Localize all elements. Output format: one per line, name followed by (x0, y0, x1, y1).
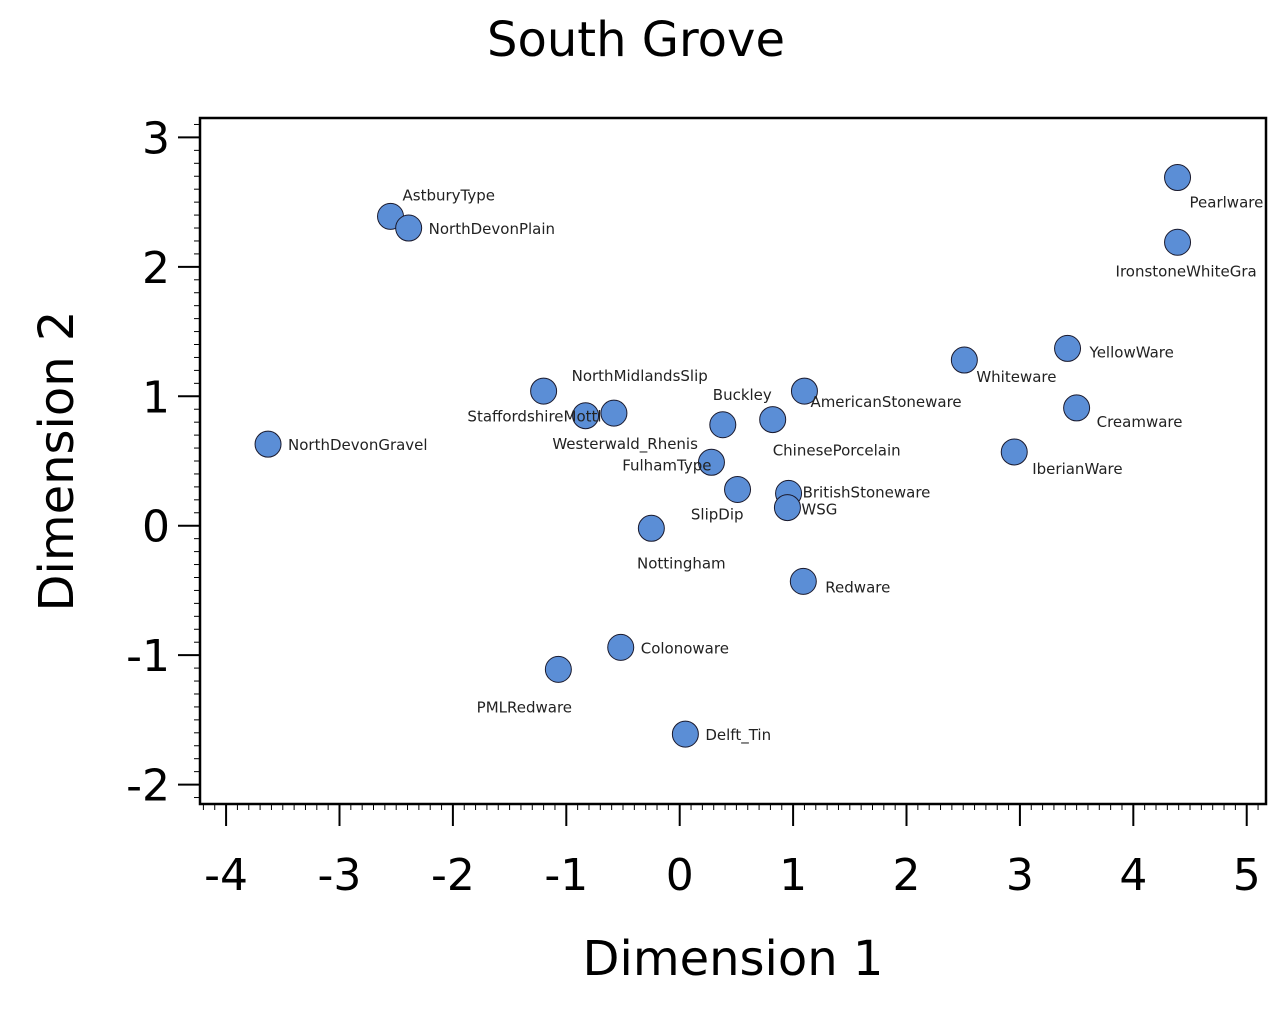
data-point-label: IberianWare (1032, 460, 1122, 478)
x-tick-label: 4 (1119, 850, 1147, 901)
data-point (709, 411, 737, 439)
data-point-label: Pearlware (1190, 194, 1264, 212)
y-axis-ticks: -2 -1 0 1 2 3 (126, 113, 200, 812)
data-point (395, 214, 423, 242)
x-tick-label: 3 (1006, 850, 1034, 901)
data-point-label: Redware (825, 578, 890, 596)
data-point-label: Creamware (1097, 413, 1183, 431)
data-point (790, 377, 818, 405)
data-point (1000, 438, 1028, 466)
data-point (759, 406, 787, 434)
y-tick-label: 1 (142, 372, 170, 423)
x-tick-label: -3 (318, 850, 362, 901)
data-point (773, 494, 801, 522)
data-point-label: BritishStoneware (803, 483, 931, 501)
x-tick-label: 2 (893, 850, 921, 901)
data-point (544, 655, 572, 683)
y-tick-label: -1 (126, 631, 170, 682)
data-point (671, 720, 699, 748)
data-point (1164, 164, 1192, 192)
data-point-label: SlipDip (691, 505, 744, 523)
data-point (789, 567, 817, 595)
data-point (254, 430, 282, 458)
y-tick-label: 0 (142, 502, 170, 553)
x-tick-label: -1 (544, 850, 588, 901)
data-point (637, 514, 665, 542)
data-point-label: NorthDevonPlain (429, 220, 555, 238)
data-point (724, 475, 752, 503)
y-axis-label: Dimension 2 (29, 311, 85, 612)
x-axis-ticks: -4 -3 -2 -1 0 1 2 3 4 5 (204, 804, 1261, 901)
data-point-label: Westerwald_Rhenis (552, 435, 698, 454)
x-tick-label: 5 (1233, 850, 1261, 901)
data-point-label: NorthMidlandsSlip (572, 367, 708, 385)
data-point-label: Buckley (713, 386, 772, 404)
data-point-label: AstburyType (403, 186, 495, 204)
data-point-label: AmericanStoneware (810, 393, 961, 411)
x-axis-label: Dimension 1 (583, 931, 884, 987)
data-point (1054, 334, 1082, 362)
y-tick-label: 3 (142, 113, 170, 164)
data-point (530, 377, 558, 405)
y-tick-label: 2 (142, 243, 170, 294)
data-point-label: IronstoneWhiteGra (1116, 262, 1257, 280)
minor-ticks (194, 123, 1259, 810)
data-point-label: FulhamType (622, 456, 711, 474)
chart-title: South Grove (487, 12, 785, 68)
data-point-label: ChinesePorcelain (773, 442, 901, 460)
data-point-label: Delft_Tin (705, 726, 771, 745)
data-point-label: YellowWare (1089, 343, 1174, 361)
y-tick-label: -2 (126, 761, 170, 812)
x-tick-label: -4 (204, 850, 248, 901)
data-point-label: WSG (801, 501, 837, 519)
data-point (1164, 228, 1192, 256)
data-point (1063, 394, 1091, 422)
data-points: AstburyType NorthDevonPlain NorthDevonGrav… (254, 164, 1264, 748)
data-point-label: Colonoware (641, 639, 729, 657)
x-tick-label: 1 (779, 850, 807, 901)
data-point-label: PMLRedware (477, 698, 572, 716)
data-point (607, 633, 635, 661)
x-tick-label: -2 (431, 850, 475, 901)
data-point-label: NorthDevonGravel (288, 436, 428, 454)
data-point (600, 399, 628, 427)
data-point (572, 402, 600, 430)
data-point (950, 346, 978, 374)
x-tick-label: 0 (666, 850, 694, 901)
data-point-label: Whiteware (976, 368, 1056, 386)
data-point (697, 448, 725, 476)
data-point-label: StaffordshireMottl (467, 408, 601, 426)
data-point-label: Nottingham (637, 554, 726, 572)
